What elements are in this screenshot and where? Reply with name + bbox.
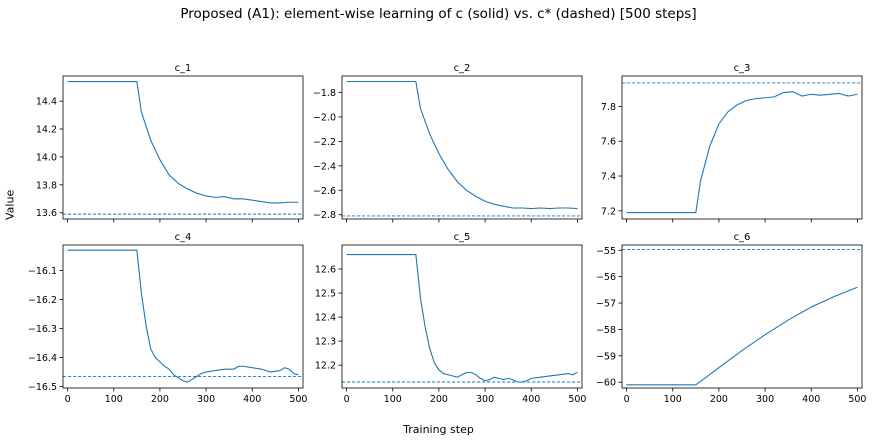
- subplot-c-5: c_5 12.2 12.3 12.4 12.5 12.6 0 100 200 300 400 500: [315, 232, 587, 405]
- subplot-title: c_1: [175, 63, 192, 74]
- y-tick-label: −16.5: [28, 382, 57, 393]
- subplot-title: c_3: [734, 63, 751, 74]
- y-tick-label: −56: [596, 272, 616, 283]
- y-tick-label: −16.4: [28, 353, 57, 364]
- learned-value-line: [346, 254, 578, 383]
- y-tick-label: −16.3: [28, 324, 57, 335]
- learned-value-line: [67, 249, 299, 383]
- y-tick-label: 12.4: [315, 313, 336, 324]
- axes-frame: [621, 75, 863, 220]
- y-tick-label: 12.3: [315, 337, 336, 348]
- y-tick-label: −57: [596, 299, 616, 310]
- y-tick-label: −1.8: [313, 88, 336, 99]
- x-tick-label: 100: [105, 394, 123, 405]
- subplot-c-1: c_1 13.6 13.8 14.0 14.2 14.4: [36, 63, 304, 223]
- subplot-c-2: c_2 −2.8 −2.6 −2.4 −2.2 −2.0 −1.8: [313, 63, 583, 223]
- y-tick-label: −2.2: [313, 137, 336, 148]
- x-tick-label: 300: [476, 394, 494, 405]
- y-tick-label: −2.6: [313, 186, 336, 197]
- x-tick-label: 400: [802, 394, 820, 405]
- x-tick-label: 400: [522, 394, 540, 405]
- y-tick-label: 12.2: [315, 361, 336, 372]
- y-tick-label: 14.0: [36, 152, 57, 163]
- y-tick-label: 7.8: [601, 102, 616, 113]
- subplot-title: c_4: [175, 232, 192, 243]
- subplot-c-6: c_6 −60 −59 −58 −57 −56 −55 0 100 200 300 400 500: [596, 232, 867, 405]
- subplot-title: c_2: [454, 63, 471, 74]
- y-tick-label: 13.6: [36, 208, 57, 219]
- y-tick-label: −58: [596, 325, 616, 336]
- axes-frame: [62, 244, 304, 389]
- y-tick-label: −2.8: [313, 210, 336, 221]
- axes-frame: [341, 244, 583, 389]
- x-tick-label: 0: [624, 394, 630, 405]
- figure-title: Proposed (A1): element-wise learning of …: [180, 6, 697, 22]
- figure-x-label: Training step: [403, 423, 474, 436]
- x-tick-label: 100: [664, 394, 682, 405]
- subplot-title: c_6: [734, 232, 751, 243]
- y-tick-label: 7.2: [601, 206, 616, 217]
- x-tick-label: 500: [568, 394, 586, 405]
- axes-frame: [621, 244, 863, 389]
- learned-value-line: [626, 91, 858, 214]
- learned-value-line: [346, 80, 578, 210]
- learned-value-line: [67, 81, 299, 204]
- y-tick-label: −60: [596, 378, 616, 389]
- axes-frame: [62, 75, 304, 220]
- y-tick-label: −16.2: [28, 295, 57, 306]
- subplot-c-3: c_3 7.2 7.4 7.6 7.8: [601, 63, 863, 223]
- axes-frame: [341, 75, 583, 220]
- y-tick-label: 7.4: [601, 172, 616, 183]
- subplot-title: c_5: [454, 232, 471, 243]
- y-tick-label: 14.4: [36, 97, 57, 108]
- y-tick-label: −55: [596, 246, 616, 257]
- x-tick-label: 0: [65, 394, 71, 405]
- y-tick-label: 12.6: [315, 265, 336, 276]
- x-tick-label: 500: [848, 394, 866, 405]
- x-tick-label: 0: [344, 394, 350, 405]
- x-tick-label: 200: [710, 394, 728, 405]
- y-tick-label: 12.5: [315, 289, 336, 300]
- learned-value-line: [626, 286, 858, 386]
- y-tick-label: −2.0: [313, 112, 336, 123]
- x-tick-label: 300: [197, 394, 215, 405]
- x-tick-label: 500: [289, 394, 307, 405]
- subplot-c-4: c_4 −16.5 −16.4 −16.3 −16.2 −16.1 0 100 200 300 40…: [28, 232, 308, 405]
- x-tick-label: 200: [430, 394, 448, 405]
- y-tick-label: −59: [596, 351, 616, 362]
- y-tick-label: 14.2: [36, 125, 57, 136]
- y-tick-label: −16.1: [28, 266, 57, 277]
- x-tick-label: 400: [243, 394, 261, 405]
- y-tick-label: 7.6: [601, 137, 616, 148]
- x-tick-label: 200: [151, 394, 169, 405]
- y-tick-label: 13.8: [36, 180, 57, 191]
- y-tick-label: −2.4: [313, 161, 336, 172]
- x-tick-label: 100: [384, 394, 402, 405]
- x-tick-label: 300: [756, 394, 774, 405]
